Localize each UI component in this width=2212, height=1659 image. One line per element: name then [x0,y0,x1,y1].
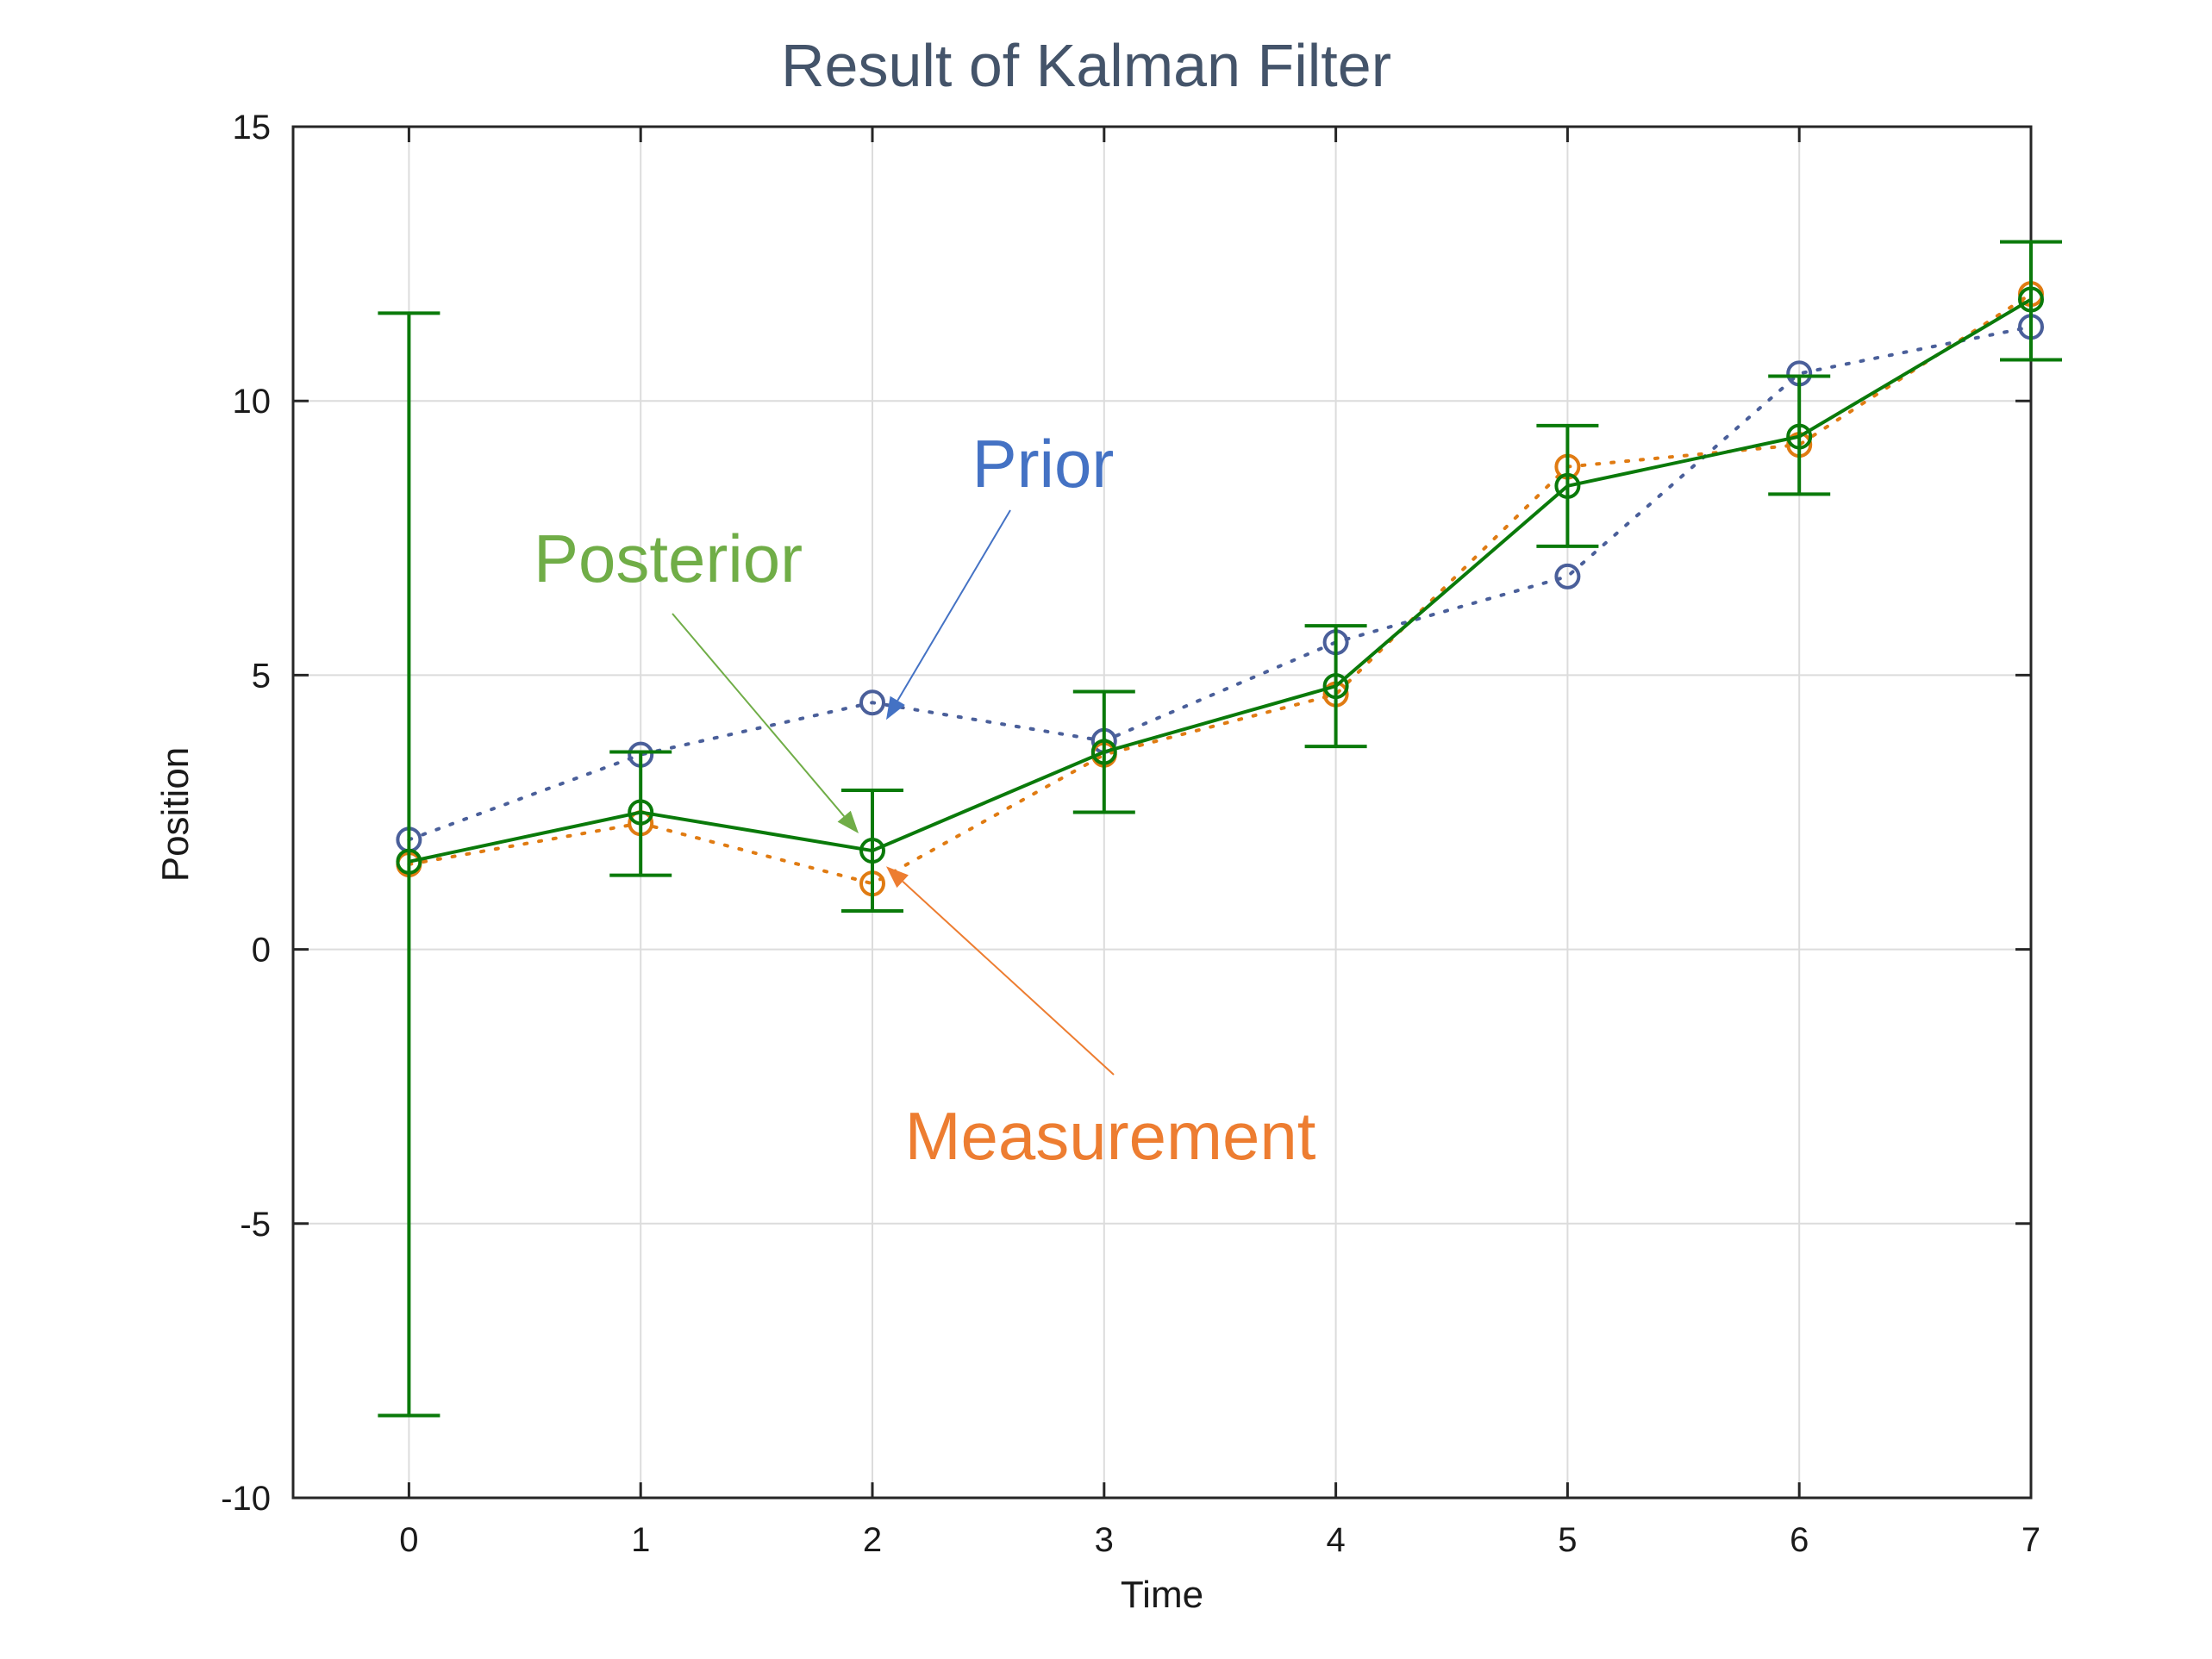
x-tick-label: 2 [863,1521,882,1559]
x-tick-label: 4 [1326,1521,1345,1559]
chart-title: Result of Kalman Filter [781,32,1391,99]
axis-ticks: 0 1 2 3 4 5 6 7 -10 -5 0 5 10 15 [221,109,2040,1559]
y-tick-label: 0 [252,932,271,970]
y-tick-label: -5 [240,1206,271,1244]
data-point-posterior [859,838,885,864]
data-point-posterior [628,799,654,826]
data-point-posterior [2018,286,2044,313]
annotation-arrow-posterior [672,613,845,817]
annotation-measurement: Measurement [905,1098,1316,1174]
data-point-posterior [1090,739,1117,765]
annotation-arrowhead-posterior [837,810,859,834]
x-tick-label: 5 [1558,1521,1577,1559]
annotations: Prior Posterior Measurement [534,426,1316,1174]
data-point-posterior [396,848,422,875]
series-layer [378,240,2062,1418]
series-posterior [378,240,2062,1418]
x-axis-label: Time [1121,1574,1203,1616]
annotation-arrowhead-measurement [886,866,909,889]
annotation-posterior: Posterior [534,521,803,596]
annotation-arrow-measurement [902,881,1115,1076]
y-axis-label: Position [154,747,197,883]
x-tick-label: 3 [1095,1521,1114,1559]
series-line-measurement [407,292,2033,886]
x-tick-label: 6 [1790,1521,1809,1559]
y-tick-label: 10 [233,383,272,421]
y-tick-label: 15 [233,109,272,147]
annotation-arrow-prior [897,509,1011,702]
x-tick-label: 7 [2021,1521,2040,1559]
series-line-prior [407,325,2033,842]
annotation-arrowhead-prior [886,695,905,720]
data-point-prior [1554,563,1581,589]
data-point-posterior [1786,423,1813,450]
x-tick-label: 0 [399,1521,418,1559]
data-point-posterior [1554,472,1581,499]
data-point-posterior [1322,673,1349,700]
x-tick-label: 1 [631,1521,650,1559]
y-tick-label: -10 [221,1480,271,1518]
data-point-prior [859,689,885,716]
series-line-posterior [408,297,2033,864]
y-tick-label: 5 [252,657,271,695]
annotation-prior: Prior [972,426,1115,502]
grid [293,126,2032,1499]
plot-frame [291,125,2033,1500]
